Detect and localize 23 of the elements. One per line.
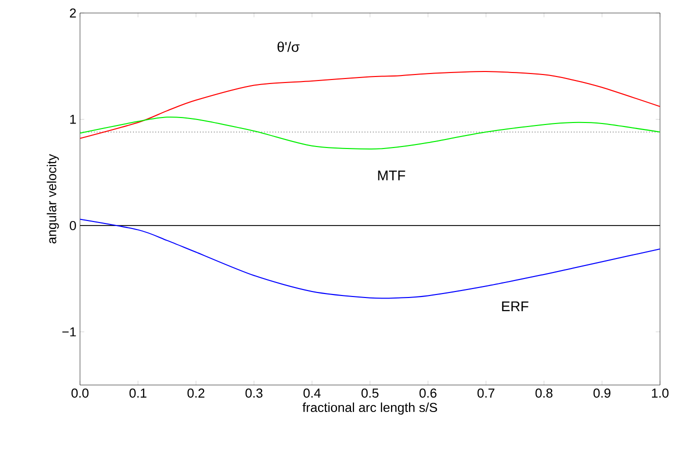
y-axis-title: angular velocity xyxy=(46,154,59,244)
x-tick-label: 0.5 xyxy=(362,388,378,398)
line-series xyxy=(80,70,660,139)
x-tick-label: 0.3 xyxy=(246,388,262,398)
x-tick-label: 1.0 xyxy=(652,388,669,398)
x-tick-label: 0.6 xyxy=(420,388,436,398)
x-tick-label: 0.9 xyxy=(594,388,610,398)
x-axis-title: fractional arc length s/S xyxy=(302,402,438,415)
x-tick-label: 0.1 xyxy=(130,388,146,398)
y-tick-label: 0 xyxy=(70,220,76,230)
y-tick-label: −1 xyxy=(62,327,76,336)
x-tick-label: 0.2 xyxy=(188,388,204,398)
series-label: MTF xyxy=(378,170,406,180)
line-series xyxy=(80,218,660,299)
x-tick-label: 0.7 xyxy=(478,388,494,398)
x-tick-label: 0.0 xyxy=(72,388,89,398)
line-series xyxy=(80,116,660,150)
series-label: ERF xyxy=(502,302,528,312)
x-tick-label: 0.8 xyxy=(536,388,552,398)
text: θ'/σ xyxy=(278,42,300,52)
y-tick-label: 1 xyxy=(70,114,76,124)
y-tick-label: 2 xyxy=(70,8,76,18)
x-tick-label: 0.4 xyxy=(304,388,321,398)
